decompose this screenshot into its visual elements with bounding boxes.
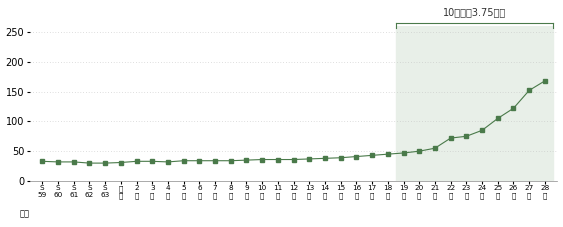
Text: 10年で獀3.75倍増: 10年で獀3.75倍増: [443, 7, 506, 17]
Bar: [396, 26, 553, 181]
Text: 年度: 年度: [19, 209, 29, 218]
